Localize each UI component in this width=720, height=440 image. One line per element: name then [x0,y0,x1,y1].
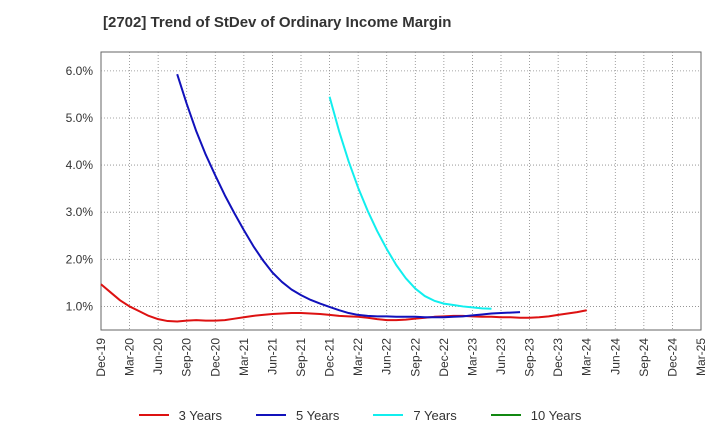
y-tick-label: 6.0% [66,64,94,78]
x-tick-label: Jun-21 [265,338,279,375]
legend-swatch [490,414,521,416]
x-tick-label: Mar-25 [694,338,708,376]
legend-item: 7 Years [373,405,457,425]
series-line-3-years [100,283,587,323]
x-tick-label: Dec-24 [665,338,679,377]
series-line-5-years [176,73,521,319]
x-tick-label: Dec-22 [437,338,451,377]
x-tick-label: Dec-20 [208,338,222,377]
legend-label: 5 Years [296,407,340,423]
y-tick-label: 5.0% [66,111,94,125]
x-tick-label: Mar-22 [351,338,365,376]
y-tick-label: 1.0% [66,299,94,313]
y-tick-label: 4.0% [66,158,94,172]
x-tick-label: Dec-19 [94,338,108,377]
x-tick-label: Jun-23 [494,338,508,375]
x-tick-label: Sep-23 [523,338,537,377]
y-tick-label: 3.0% [66,205,94,219]
tick-labels: Dec-19 Mar-20 Jun-20 Sep-20 Dec-20 Mar-21 Jun-… [66,64,708,377]
legend-item: 3 Years [138,405,222,425]
y-tick-label: 2.0% [66,252,94,266]
x-tick-label: Mar-24 [580,338,594,376]
x-tick-label: Dec-21 [323,338,337,377]
x-tick-label: Sep-24 [637,338,651,377]
x-tick-label: Jun-20 [151,338,165,375]
legend: 3 Years 5 Years 7 Years 10 Years [0,405,720,425]
x-tick-label: Sep-22 [408,338,422,377]
series-layer [100,73,587,323]
x-tick-label: Jun-24 [608,338,622,375]
x-tick-label: Sep-20 [180,338,194,377]
series-line-7-years [328,96,492,310]
legend-swatch [138,414,169,416]
x-tick-label: Jun-22 [380,338,394,375]
grid [101,52,701,330]
legend-item: 10 Years [490,405,582,425]
x-tick-label: Mar-21 [237,338,251,376]
legend-swatch [256,414,286,416]
x-tick-label: Dec-23 [551,338,565,377]
legend-item: 5 Years [256,405,339,425]
x-tick-label: Mar-23 [465,338,479,376]
plot-area [100,51,702,331]
legend-swatch [373,414,404,416]
legend-label: 3 Years [178,407,222,423]
x-tick-label: Mar-20 [123,338,137,376]
x-tick-label: Sep-21 [294,338,308,377]
legend-label: 10 Years [530,407,582,423]
chart-title: [2702] Trend of StDev of Ordinary Income… [103,14,452,31]
legend-label: 7 Years [413,407,457,423]
